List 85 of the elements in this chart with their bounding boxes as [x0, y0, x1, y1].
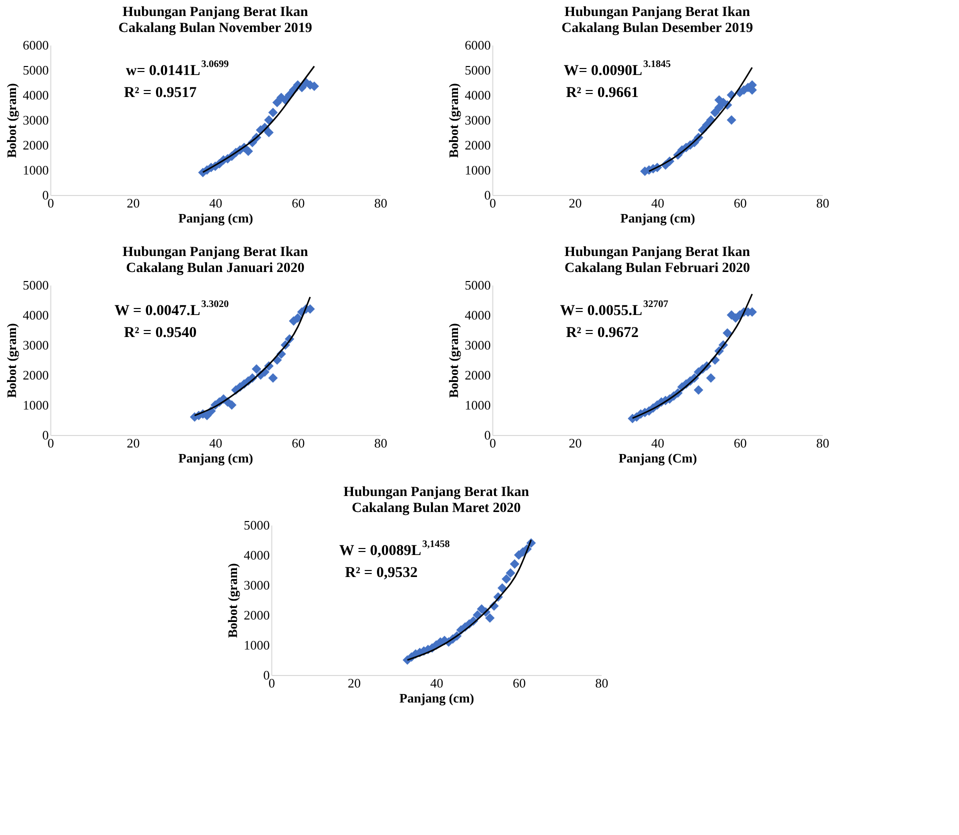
- y-tick-label: 2000: [464, 368, 491, 382]
- y-tick-label: 4000: [22, 88, 49, 102]
- y-tick-label: 4000: [464, 88, 491, 102]
- point: [227, 400, 236, 410]
- y-tick-label: 3000: [244, 578, 270, 592]
- point: [244, 146, 253, 156]
- y-tick-label: 5000: [464, 62, 491, 78]
- y-tick-label: 2000: [464, 138, 491, 152]
- annotation: R² = 0.9661: [566, 85, 639, 101]
- chart-title: Hubungan Panjang Berat Ikan Cakalang Bulan Maret 2020: [343, 485, 530, 516]
- annotation: R² = 0.9672: [566, 325, 639, 341]
- x-tick-label: 40: [430, 676, 444, 690]
- chart-title: Hubungan Panjang Berat Ikan Cakalang Bulan Februari 2020: [564, 245, 750, 276]
- x-tick-label: 80: [374, 196, 388, 210]
- x-axis-title: Panjang (cm): [178, 210, 254, 226]
- y-tick-label: 5000: [244, 518, 270, 532]
- x-axis-title: Panjang (Cm): [618, 450, 697, 466]
- x-tick-label: 40: [209, 196, 222, 210]
- chart-title: Hubungan Panjang Berat Ikan Cakalang Bulan November 2019: [118, 5, 312, 36]
- point: [264, 128, 274, 138]
- y-tick-label: 1000: [464, 398, 491, 412]
- annotation: R² = 0.9540: [124, 325, 197, 341]
- y-axis-title: Bobot (gram): [446, 323, 461, 398]
- y-tick-label: 4000: [464, 308, 491, 322]
- point: [485, 613, 495, 623]
- y-tick-label: 2000: [22, 138, 49, 152]
- y-tick-label: 4000: [244, 548, 270, 562]
- point: [714, 102, 724, 112]
- y-tick-label: 2000: [22, 368, 49, 382]
- y-axis-title: Bobot (gram): [224, 563, 240, 638]
- y-tick-label: 4000: [22, 308, 49, 322]
- annotation: R² = 0.9517: [124, 85, 198, 101]
- point: [252, 364, 262, 374]
- y-tick-label: 5000: [22, 278, 49, 292]
- y-tick-label: 2000: [244, 608, 270, 622]
- x-tick-label: 60: [292, 436, 305, 450]
- x-tick-label: 40: [651, 436, 664, 450]
- point: [268, 108, 278, 118]
- x-axis-title: Panjang (cm): [399, 690, 474, 706]
- y-tick-label: 6000: [464, 38, 491, 52]
- point: [272, 98, 282, 108]
- point: [726, 115, 736, 125]
- y-tick-label: 3000: [22, 338, 49, 352]
- chart-title: Hubungan Panjang Berat Ikan Cakalang Bulan Desember 2019: [562, 5, 753, 36]
- point: [710, 108, 720, 118]
- y-tick-label: 3000: [464, 338, 491, 352]
- point: [506, 568, 516, 578]
- y-tick-label: 5000: [22, 62, 49, 78]
- x-tick-label: 80: [595, 676, 608, 690]
- y-axis-title: Bobot (gram): [446, 83, 461, 158]
- x-axis-title: Panjang (cm): [178, 450, 254, 466]
- x-tick-label: 20: [568, 436, 582, 450]
- point: [706, 373, 716, 383]
- annotation: R² = 0,9532: [344, 565, 418, 581]
- x-tick-label: 20: [568, 196, 582, 210]
- x-tick-label: 80: [374, 436, 388, 450]
- x-tick-label: 80: [816, 436, 830, 450]
- x-tick-label: 60: [292, 196, 305, 210]
- y-tick-label: 1000: [22, 398, 49, 412]
- point: [722, 328, 732, 338]
- x-axis-title: Panjang (cm): [620, 210, 696, 226]
- y-tick-label: 1000: [22, 162, 49, 178]
- x-tick-label: 40: [651, 196, 664, 210]
- y-axis-title: Bobot (gram): [4, 323, 19, 398]
- x-tick-label: 60: [734, 436, 747, 450]
- y-tick-label: 6000: [22, 38, 49, 52]
- y-axis-title: Bobot (gram): [4, 83, 19, 158]
- x-tick-label: 20: [126, 436, 140, 450]
- point: [694, 385, 704, 395]
- y-tick-label: 1000: [464, 162, 491, 178]
- y-tick-label: 1000: [244, 638, 270, 652]
- point: [264, 115, 274, 125]
- x-tick-label: 60: [734, 196, 747, 210]
- y-tick-label: 5000: [464, 278, 491, 292]
- x-tick-label: 80: [816, 196, 830, 210]
- x-tick-label: 60: [512, 676, 526, 690]
- point: [268, 373, 278, 383]
- x-tick-label: 20: [348, 676, 361, 690]
- x-tick-label: 40: [209, 436, 222, 450]
- chart-title: Hubungan Panjang Berat Ikan Cakalang Bulan Januari 2020: [122, 245, 308, 276]
- y-tick-label: 3000: [464, 112, 491, 128]
- x-tick-label: 20: [126, 196, 140, 210]
- point: [510, 559, 520, 569]
- point: [502, 574, 512, 584]
- y-tick-label: 3000: [22, 112, 49, 128]
